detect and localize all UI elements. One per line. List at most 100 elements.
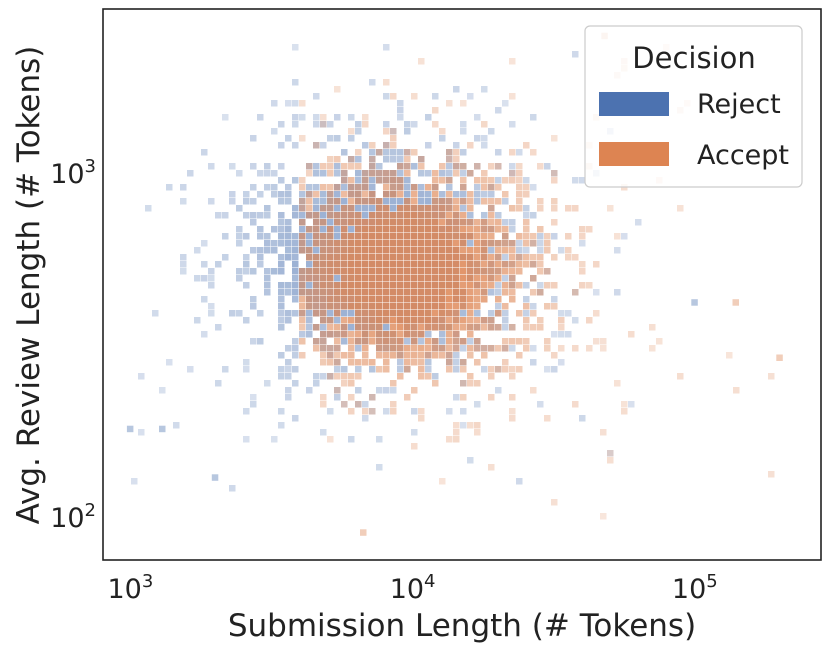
histogram-cell-accept bbox=[495, 163, 502, 170]
histogram-cell-accept bbox=[537, 163, 544, 170]
histogram-cell-accept bbox=[481, 317, 488, 324]
histogram-cell-accept bbox=[320, 275, 327, 282]
histogram-cell-reject bbox=[250, 163, 257, 170]
histogram-cell-accept bbox=[299, 303, 306, 310]
histogram-cell-reject bbox=[418, 170, 425, 177]
histogram-cell-accept bbox=[418, 296, 425, 303]
histogram-cell-reject bbox=[292, 415, 299, 422]
histogram-cell-accept bbox=[390, 170, 397, 177]
x-tick-label: 105 bbox=[672, 571, 718, 605]
histogram-cell-accept bbox=[383, 247, 390, 254]
histogram-cell-accept bbox=[509, 296, 516, 303]
histogram-cell-accept bbox=[306, 254, 313, 261]
histogram-cell-accept bbox=[572, 254, 579, 261]
histogram-cell-accept bbox=[418, 163, 425, 170]
histogram-cell-accept bbox=[362, 324, 369, 331]
histogram-cell-accept bbox=[327, 282, 334, 289]
histogram-cell-accept bbox=[376, 205, 383, 212]
histogram-cell-reject bbox=[572, 51, 579, 58]
histogram-cell-accept bbox=[334, 184, 341, 191]
y-tick-label: 103 bbox=[50, 156, 96, 190]
histogram-cell-reject bbox=[229, 163, 236, 170]
histogram-cell-reject bbox=[285, 394, 292, 401]
histogram-cell-accept bbox=[313, 219, 320, 226]
histogram-cell-reject bbox=[327, 135, 334, 142]
histogram-cell-accept bbox=[327, 373, 334, 380]
legend-title: Decision bbox=[632, 41, 755, 75]
histogram-cell-accept bbox=[397, 275, 404, 282]
histogram-cell-reject bbox=[236, 268, 243, 275]
histogram-cell-accept bbox=[376, 345, 383, 352]
histogram-cell-accept bbox=[341, 247, 348, 254]
histogram-cell-accept bbox=[530, 387, 537, 394]
histogram-cell-accept bbox=[516, 254, 523, 261]
histogram-cell-accept bbox=[565, 205, 572, 212]
histogram-cell-reject bbox=[313, 380, 320, 387]
histogram-cell-reject bbox=[236, 240, 243, 247]
histogram-cell-accept bbox=[425, 289, 432, 296]
histogram-cell-reject bbox=[404, 121, 411, 128]
histogram-cell-accept bbox=[306, 198, 313, 205]
histogram-cell-accept bbox=[439, 317, 446, 324]
histogram-cell-accept bbox=[390, 128, 397, 135]
histogram-cell-accept bbox=[551, 205, 558, 212]
histogram-cell-reject bbox=[341, 198, 348, 205]
histogram-cell-accept bbox=[516, 338, 523, 345]
histogram-cell-accept bbox=[348, 219, 355, 226]
histogram-cell-accept bbox=[320, 121, 327, 128]
histogram-cell-accept bbox=[453, 303, 460, 310]
histogram-cell-accept bbox=[376, 310, 383, 317]
histogram-cell-accept bbox=[530, 324, 537, 331]
histogram-cell-accept bbox=[432, 324, 439, 331]
histogram-cell-accept bbox=[453, 205, 460, 212]
histogram-cell-reject bbox=[264, 163, 271, 170]
histogram-cell-accept bbox=[369, 198, 376, 205]
histogram-cell-accept bbox=[425, 226, 432, 233]
histogram-cell-reject bbox=[320, 170, 327, 177]
histogram-cell-accept bbox=[495, 198, 502, 205]
x-axis-label: Submission Length (# Tokens) bbox=[228, 608, 696, 644]
histogram-cell-accept bbox=[404, 296, 411, 303]
histogram-cell-reject bbox=[236, 205, 243, 212]
histogram-cell-accept bbox=[460, 394, 467, 401]
histogram-cell-accept bbox=[516, 268, 523, 275]
histogram-cell-reject bbox=[285, 289, 292, 296]
histogram-cell-accept bbox=[320, 359, 327, 366]
histogram-cell-reject bbox=[348, 324, 355, 331]
histogram-cell-accept bbox=[355, 282, 362, 289]
histogram-cell-reject bbox=[250, 198, 257, 205]
histogram-cell-accept bbox=[369, 296, 376, 303]
histogram-cell-accept bbox=[355, 331, 362, 338]
histogram-cell-reject bbox=[299, 191, 306, 198]
histogram-cell-accept bbox=[411, 233, 418, 240]
histogram-cell-accept bbox=[355, 247, 362, 254]
histogram-cell-accept bbox=[418, 282, 425, 289]
histogram-cell-accept bbox=[376, 338, 383, 345]
histogram-cell-accept bbox=[404, 310, 411, 317]
histogram-cell-accept bbox=[348, 128, 355, 135]
histogram-cell-reject bbox=[285, 191, 292, 198]
histogram-cell-reject bbox=[243, 191, 250, 198]
histogram-cell-reject bbox=[278, 219, 285, 226]
histogram-cell-accept bbox=[418, 219, 425, 226]
y-axis-ticks: 102 103 bbox=[50, 156, 96, 534]
histogram-cell-accept bbox=[467, 422, 474, 429]
histogram-cell-accept bbox=[600, 338, 607, 345]
histogram-cell-accept bbox=[418, 275, 425, 282]
histogram-cell-accept bbox=[481, 345, 488, 352]
histogram-cell-accept bbox=[376, 149, 383, 156]
histogram-cell-accept bbox=[404, 156, 411, 163]
histogram-cell-accept bbox=[362, 170, 369, 177]
histogram-cell-accept bbox=[502, 359, 509, 366]
histogram-cell-accept bbox=[467, 289, 474, 296]
histogram-cell-reject bbox=[418, 338, 425, 345]
histogram-cell-accept bbox=[453, 310, 460, 317]
histogram-cell-accept bbox=[558, 345, 565, 352]
histogram-cell-accept bbox=[341, 324, 348, 331]
histogram-cell-reject bbox=[355, 387, 362, 394]
histogram-cell-accept bbox=[474, 324, 481, 331]
histogram-cell-accept bbox=[579, 233, 586, 240]
histogram-cell-reject bbox=[355, 401, 362, 408]
histogram-cell-accept bbox=[334, 198, 341, 205]
histogram-cell-accept bbox=[299, 352, 306, 359]
